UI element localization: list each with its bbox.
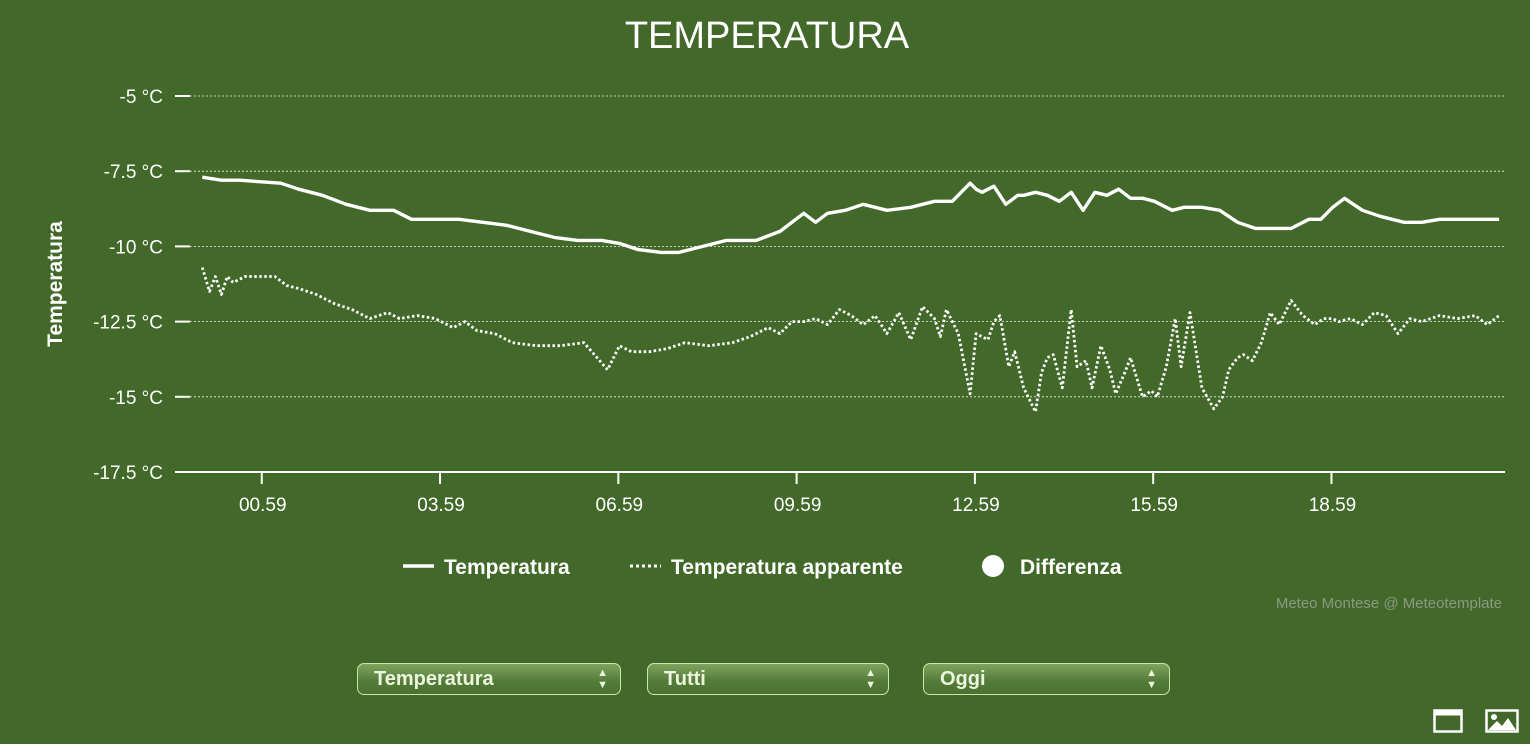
x-tick-label: 09.59: [774, 495, 822, 516]
image-icon[interactable]: [1485, 708, 1519, 734]
legend-label: Temperatura: [444, 556, 570, 579]
x-tick-label: 15.59: [1130, 495, 1178, 516]
x-tick-label: 06.59: [596, 495, 644, 516]
y-tick-label: -12.5 °C: [93, 313, 163, 334]
x-tick-label: 03.59: [417, 495, 465, 516]
y-tick-label: -17.5 °C: [93, 463, 163, 484]
y-tick-label: -15 °C: [109, 388, 163, 409]
variable-select[interactable]: Temperatura ▲ ▼: [357, 663, 621, 695]
series-line-apparent: [200, 267, 1500, 414]
legend-label: Differenza: [1020, 556, 1122, 579]
series-line-temperature: [202, 175, 1500, 255]
legend-label: Temperatura apparente: [671, 556, 903, 579]
chart-controls: Temperatura ▲ ▼ Tutti ▲ ▼ Oggi ▲ ▼: [0, 663, 1530, 699]
temperature-chart: TEMPERATURA -5 °C -7.5 °C -10 °C -12.5 °C -15…: [44, 15, 1505, 612]
period-select[interactable]: Oggi ▲ ▼: [923, 663, 1170, 695]
y-tick-label: -5 °C: [120, 87, 164, 108]
filter-select-value: Tutti: [664, 668, 706, 690]
legend-marker-differenza: [982, 555, 1004, 577]
chart-area: TEMPERATURA -5 °C -7.5 °C -10 °C -12.5 °C -15…: [44, 15, 1505, 612]
filter-select[interactable]: Tutti ▲ ▼: [647, 663, 889, 695]
window-icon[interactable]: [1433, 708, 1463, 734]
chart-credit: Meteo Montese @ Meteotemplate: [1276, 595, 1502, 612]
x-tick-label: 12.59: [952, 495, 1000, 516]
y-axis-title: Temperatura: [44, 221, 67, 347]
chart-title: TEMPERATURA: [625, 15, 910, 57]
select-arrows-icon: ▲ ▼: [597, 667, 608, 691]
period-select-value: Oggi: [940, 668, 986, 690]
select-arrows-icon: ▲ ▼: [1146, 667, 1157, 691]
x-tick-label: 18.59: [1309, 495, 1357, 516]
select-arrows-icon: ▲ ▼: [865, 667, 876, 691]
y-tick-label: -7.5 °C: [104, 162, 163, 183]
y-tick-label: -10 °C: [109, 237, 163, 258]
x-tick-label: 00.59: [239, 495, 287, 516]
variable-select-value: Temperatura: [374, 668, 494, 690]
